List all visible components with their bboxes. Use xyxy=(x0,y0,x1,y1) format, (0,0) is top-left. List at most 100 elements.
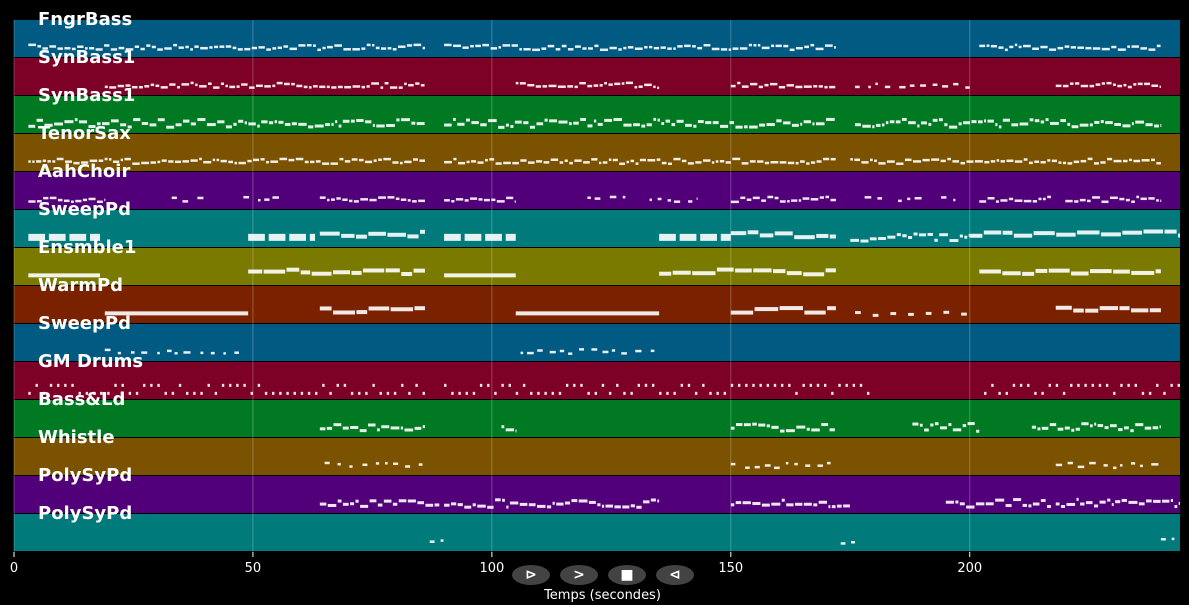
note xyxy=(938,118,943,122)
note xyxy=(918,233,927,237)
note xyxy=(236,85,240,88)
note xyxy=(371,82,380,85)
note xyxy=(413,158,418,161)
note xyxy=(330,198,335,201)
note xyxy=(1100,232,1121,237)
note xyxy=(1032,502,1040,506)
note xyxy=(208,82,212,85)
note xyxy=(1163,391,1166,395)
note xyxy=(541,47,547,50)
note xyxy=(1098,383,1102,387)
note xyxy=(940,426,947,430)
note xyxy=(337,462,341,466)
note xyxy=(157,383,160,387)
note xyxy=(877,197,883,200)
note xyxy=(453,44,462,48)
note xyxy=(528,503,536,507)
note xyxy=(1148,197,1155,200)
note xyxy=(759,123,766,127)
track-label: Ensmble1 xyxy=(38,237,136,258)
note xyxy=(36,160,42,163)
stop-button[interactable]: ■ xyxy=(608,565,646,585)
note xyxy=(286,391,289,395)
forward-button[interactable]: > xyxy=(560,565,598,585)
note xyxy=(766,123,775,127)
note xyxy=(510,124,514,128)
note xyxy=(515,81,519,85)
note xyxy=(1033,231,1055,236)
note xyxy=(168,160,174,163)
note xyxy=(1101,82,1105,85)
note xyxy=(788,383,791,387)
note xyxy=(995,498,1005,502)
note xyxy=(547,44,555,48)
note xyxy=(1135,423,1144,427)
note xyxy=(537,504,546,508)
note xyxy=(366,43,371,47)
note xyxy=(505,123,509,127)
note xyxy=(337,499,342,503)
note xyxy=(630,159,635,163)
note xyxy=(1042,197,1046,201)
note xyxy=(959,234,963,238)
note xyxy=(200,46,208,50)
note xyxy=(85,391,89,395)
note xyxy=(225,45,232,48)
note xyxy=(803,272,825,277)
note xyxy=(644,383,648,387)
note xyxy=(1104,426,1109,430)
note xyxy=(776,119,782,123)
note xyxy=(81,161,89,164)
note xyxy=(475,44,481,48)
note xyxy=(818,500,828,504)
note xyxy=(609,195,617,199)
note xyxy=(1079,123,1089,127)
note xyxy=(692,45,696,48)
note xyxy=(914,196,922,200)
note xyxy=(444,43,452,47)
note xyxy=(422,425,425,429)
note xyxy=(919,423,923,427)
note xyxy=(247,159,252,163)
note xyxy=(1140,197,1147,201)
note xyxy=(182,160,190,163)
note xyxy=(412,200,417,203)
note xyxy=(975,502,985,506)
note xyxy=(845,383,848,387)
note xyxy=(825,195,830,199)
note xyxy=(920,121,927,125)
note xyxy=(725,161,731,164)
note xyxy=(264,198,270,201)
note xyxy=(618,48,622,51)
note xyxy=(667,47,672,50)
note xyxy=(89,233,101,241)
note xyxy=(150,383,153,387)
note xyxy=(197,196,204,200)
back-button[interactable]: ⊲ xyxy=(656,565,694,585)
note xyxy=(769,82,778,86)
note xyxy=(990,44,997,48)
note xyxy=(190,122,196,126)
note xyxy=(1062,84,1069,88)
note xyxy=(806,162,810,165)
note xyxy=(243,383,246,387)
note xyxy=(1099,500,1106,504)
note xyxy=(377,503,383,507)
note xyxy=(253,158,260,162)
note xyxy=(1120,383,1123,387)
note xyxy=(462,46,469,49)
note xyxy=(1014,43,1018,47)
note xyxy=(1115,500,1121,504)
note xyxy=(352,48,360,51)
play-button[interactable]: ⊳ xyxy=(512,565,550,585)
note xyxy=(1080,84,1089,88)
note xyxy=(752,502,761,506)
note xyxy=(866,391,870,395)
note xyxy=(64,120,74,124)
note xyxy=(774,231,793,236)
note xyxy=(1156,383,1159,387)
note xyxy=(308,125,314,129)
note xyxy=(418,463,423,466)
note xyxy=(387,196,395,199)
note xyxy=(852,383,856,387)
